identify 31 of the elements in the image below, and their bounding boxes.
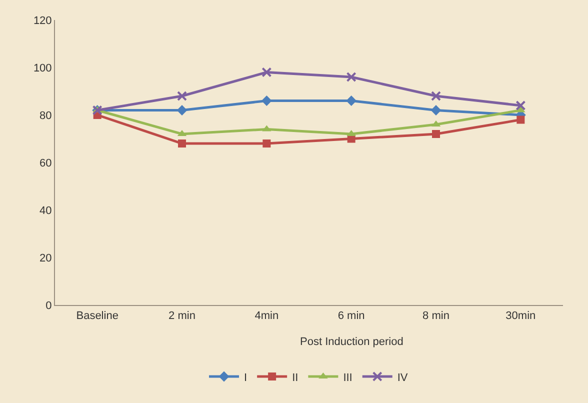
point xyxy=(431,91,441,101)
point xyxy=(261,96,272,106)
point xyxy=(262,67,272,78)
legend-label: IV xyxy=(397,372,408,384)
point xyxy=(346,72,356,82)
point xyxy=(177,91,187,101)
point xyxy=(262,140,271,148)
y-tick-label: 60 xyxy=(40,157,52,170)
x-tick-label: 4min xyxy=(254,310,279,322)
y-tick-label: 120 xyxy=(33,14,52,27)
point xyxy=(176,105,188,116)
y-tick-label: 20 xyxy=(40,252,52,264)
x-tick-label: 8 min xyxy=(422,310,450,322)
point xyxy=(430,105,442,116)
point xyxy=(346,96,357,106)
y-tick-label: 40 xyxy=(40,204,52,217)
point xyxy=(516,100,526,110)
legend-label: III xyxy=(343,372,352,384)
x-tick-label: Baseline xyxy=(76,310,118,322)
x-axis-title: Post Induction period xyxy=(300,336,404,348)
legend-label: II xyxy=(292,372,298,384)
y-tick-label: 100 xyxy=(33,62,52,74)
x-tick-label: 2 min xyxy=(168,310,196,322)
point xyxy=(178,140,186,148)
point xyxy=(432,130,440,138)
point xyxy=(516,116,525,124)
y-tick-label: 0 xyxy=(46,300,52,312)
x-tick-label: 6 min xyxy=(338,310,365,322)
x-tick-label: 30min xyxy=(506,310,536,322)
y-tick-label: 80 xyxy=(40,110,52,122)
legend-label: I xyxy=(244,372,248,384)
